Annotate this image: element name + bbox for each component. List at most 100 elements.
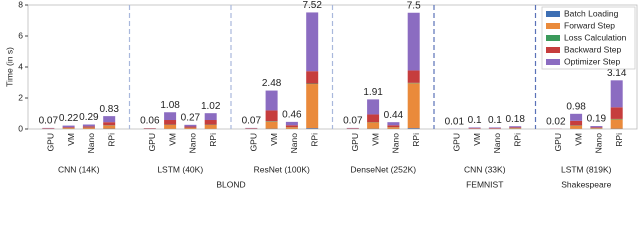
legend-label: Loss Calculation [564, 32, 627, 42]
total-label: 7.52 [302, 0, 322, 11]
bar-segment [367, 114, 380, 123]
total-label: 7.5 [407, 0, 421, 11]
bar-segment [387, 125, 400, 128]
x-tick-label: Nano [594, 133, 604, 154]
total-label: 0.06 [140, 116, 160, 127]
total-label: 0.07 [242, 116, 262, 127]
bar-segment [306, 12, 319, 72]
bar-segment [62, 125, 75, 128]
bar-segment [164, 124, 177, 129]
legend-swatch [546, 23, 560, 29]
bar-segment [590, 126, 603, 128]
total-label: 3.14 [607, 68, 627, 79]
total-label: 0.01 [445, 116, 465, 127]
x-tick-label: GPU [553, 133, 563, 151]
model-label: LSTM (819K) [561, 164, 612, 174]
total-label: 1.08 [160, 100, 180, 111]
total-label: 0.07 [343, 116, 363, 127]
bar-segment [509, 128, 522, 129]
bar-segment [367, 122, 380, 129]
bar-segment [468, 127, 481, 129]
bar-segment [62, 127, 75, 128]
bar-segment [62, 128, 75, 129]
legend-swatch [546, 11, 560, 17]
total-label: 0.02 [546, 116, 566, 127]
bar-segment [285, 127, 298, 129]
bar-segment [610, 119, 623, 129]
total-label: 0.22 [59, 113, 79, 124]
bar-segment [285, 125, 298, 128]
total-label: 0.44 [384, 110, 404, 121]
bar-segment [610, 107, 623, 119]
bar-segment [103, 116, 116, 123]
dataset-label: Shakespeare [561, 179, 611, 189]
legend-label: Backward Step [564, 44, 621, 54]
dataset-label: FEMNIST [466, 179, 503, 189]
bar-segment [509, 126, 522, 128]
x-tick-label: VM [573, 133, 583, 146]
bar-segment [367, 99, 380, 115]
total-label: 0.29 [79, 112, 99, 123]
total-label: 0.46 [282, 110, 302, 121]
x-tick-label: GPU [350, 133, 360, 151]
model-label: LSTM (40K) [157, 164, 203, 174]
bar-segment [103, 122, 116, 126]
bar-segment [590, 128, 603, 129]
total-label: 0.27 [181, 112, 201, 123]
bar-segment [204, 120, 217, 125]
bar-segment [590, 127, 603, 129]
model-label: CNN (14K) [58, 164, 100, 174]
x-tick-label: GPU [249, 133, 259, 151]
x-tick-label: RPi [106, 133, 116, 147]
x-tick-label: GPU [46, 133, 56, 151]
bar-segment [164, 112, 177, 121]
legend-label: Batch Loading [564, 8, 619, 18]
x-tick-label: VM [472, 133, 482, 146]
bar-segment [82, 127, 95, 129]
bar-segment [164, 120, 177, 125]
bar-segment [570, 120, 583, 126]
y-axis-title: Time (in s) [4, 47, 14, 87]
total-label: 0.19 [587, 114, 607, 125]
model-label: CNN (33K) [464, 164, 506, 174]
x-tick-label: Nano [391, 133, 401, 154]
bar-segment [407, 83, 420, 129]
bar-segment [265, 90, 278, 111]
legend-label: Optimizer Step [564, 56, 620, 66]
bar-segment [570, 113, 583, 121]
y-tick-label: 8 [18, 0, 23, 9]
bar-segment [184, 124, 197, 127]
bar-segment [204, 124, 217, 129]
y-tick-label: 0 [18, 123, 23, 133]
bar-segment [306, 128, 319, 129]
legend-swatch [546, 47, 560, 53]
bar-segment [265, 121, 278, 129]
bar-segment [387, 122, 400, 126]
bar-segment [285, 121, 298, 126]
y-tick-label: 2 [18, 92, 23, 102]
legend-label: Forward Step [564, 20, 615, 30]
total-label: 0.1 [488, 115, 502, 126]
bar-segment [570, 125, 583, 129]
bar-segment [407, 70, 420, 83]
y-tick-label: 6 [18, 30, 23, 40]
x-tick-label: VM [269, 133, 279, 146]
total-label: 0.07 [39, 116, 59, 127]
x-tick-label: GPU [147, 133, 157, 151]
x-tick-label: VM [167, 133, 177, 146]
total-label: 0.83 [99, 104, 119, 115]
bar-segment [488, 127, 501, 129]
x-tick-label: RPi [411, 133, 421, 147]
x-tick-label: RPi [309, 133, 319, 147]
chart: Time (in s) 0 2 4 6 8 CNN (14K) LSTM (40K) ResN… [4, 0, 638, 189]
x-tick-label: GPU [452, 133, 462, 151]
bar-segment [407, 12, 420, 71]
bar-segment [82, 124, 95, 127]
model-label: DenseNet (252K) [350, 164, 416, 174]
legend-swatch [546, 35, 560, 41]
total-label: 0.1 [468, 115, 482, 126]
model-label: ResNet (100K) [254, 164, 310, 174]
bar-segment [103, 125, 116, 129]
bar-segment [184, 127, 197, 129]
x-tick-label: Nano [86, 133, 96, 154]
